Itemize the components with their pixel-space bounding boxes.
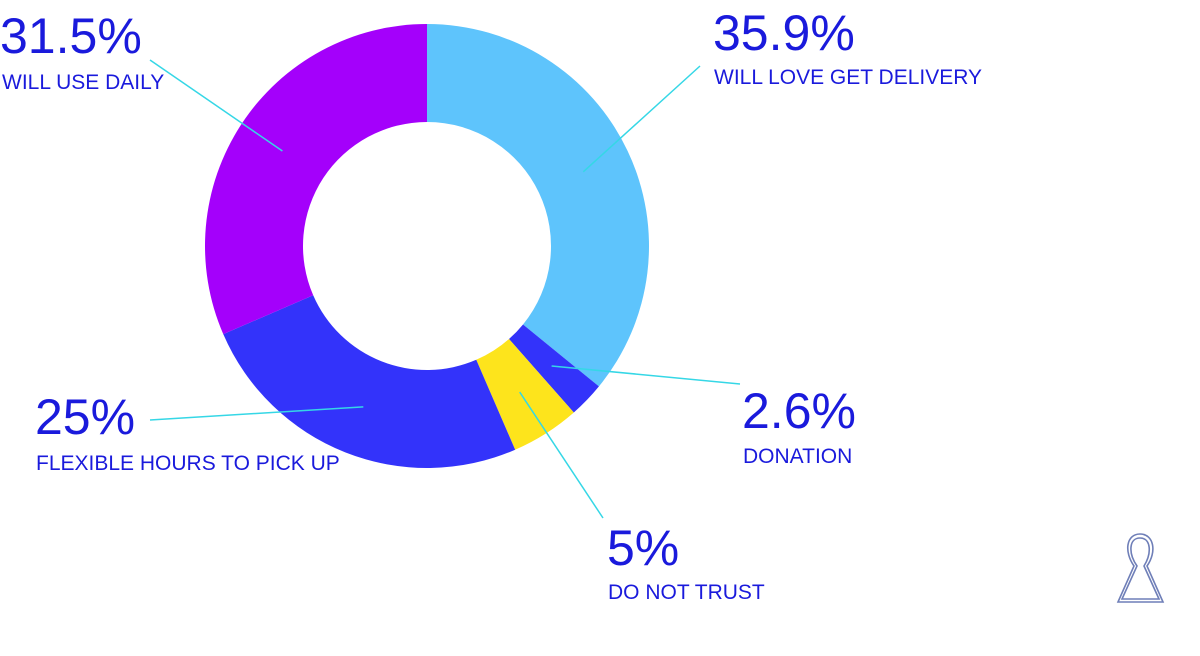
leader-line bbox=[149, 59, 283, 152]
slice-category-label: FLEXIBLE HOURS TO PICK UP bbox=[36, 452, 340, 475]
donut-slice bbox=[223, 295, 516, 468]
slice-value-label: 31.5% bbox=[0, 8, 142, 64]
slice-category-label: WILL LOVE GET DELIVERY bbox=[714, 66, 982, 89]
leader-line bbox=[582, 65, 701, 173]
keyhole-logo-icon bbox=[1116, 533, 1165, 603]
slice-value-label: 5% bbox=[607, 520, 679, 576]
slice-value-label: 2.6% bbox=[742, 383, 856, 439]
donut-slice bbox=[427, 24, 649, 387]
slice-category-label: DO NOT TRUST bbox=[608, 581, 765, 604]
donut-slice bbox=[509, 324, 599, 413]
slice-category-label: WILL USE DAILY bbox=[2, 71, 164, 94]
donut-slice bbox=[204, 24, 427, 335]
leader-line bbox=[551, 365, 741, 385]
leader-line bbox=[149, 406, 364, 421]
donut-slice bbox=[476, 339, 574, 450]
leader-line bbox=[519, 391, 604, 519]
slice-category-label: DONATION bbox=[743, 445, 852, 468]
slice-value-label: 35.9% bbox=[713, 5, 855, 61]
slice-value-label: 25% bbox=[35, 389, 135, 445]
